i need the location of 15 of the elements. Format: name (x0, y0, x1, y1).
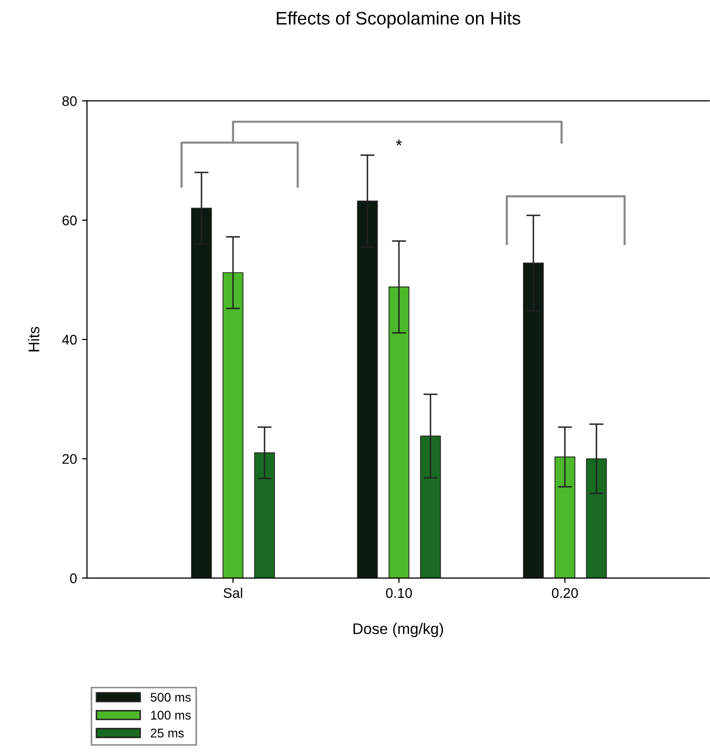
legend-label: 100 ms (151, 710, 191, 720)
y-tick-label: 0 (70, 573, 77, 584)
y-tick-label: 60 (62, 215, 77, 226)
annotation: * (396, 140, 402, 146)
y-tick-label: 40 (62, 334, 77, 345)
x-tick-label: 0.10 (386, 588, 412, 598)
chart-title: Effects of Scopolamine on Hits (276, 11, 520, 28)
x-tick-label: 0.20 (552, 588, 578, 598)
x-axis-title: Dose (mg/kg) (354, 622, 444, 638)
y-tick-label: 80 (62, 96, 77, 106)
y-axis-title: Hits (28, 326, 40, 352)
x-tick-label: Sal (224, 588, 242, 598)
legend-label: 25 ms (150, 728, 184, 738)
legend-label: 500 ms (150, 692, 191, 702)
y-tick-label: 20 (62, 454, 77, 464)
